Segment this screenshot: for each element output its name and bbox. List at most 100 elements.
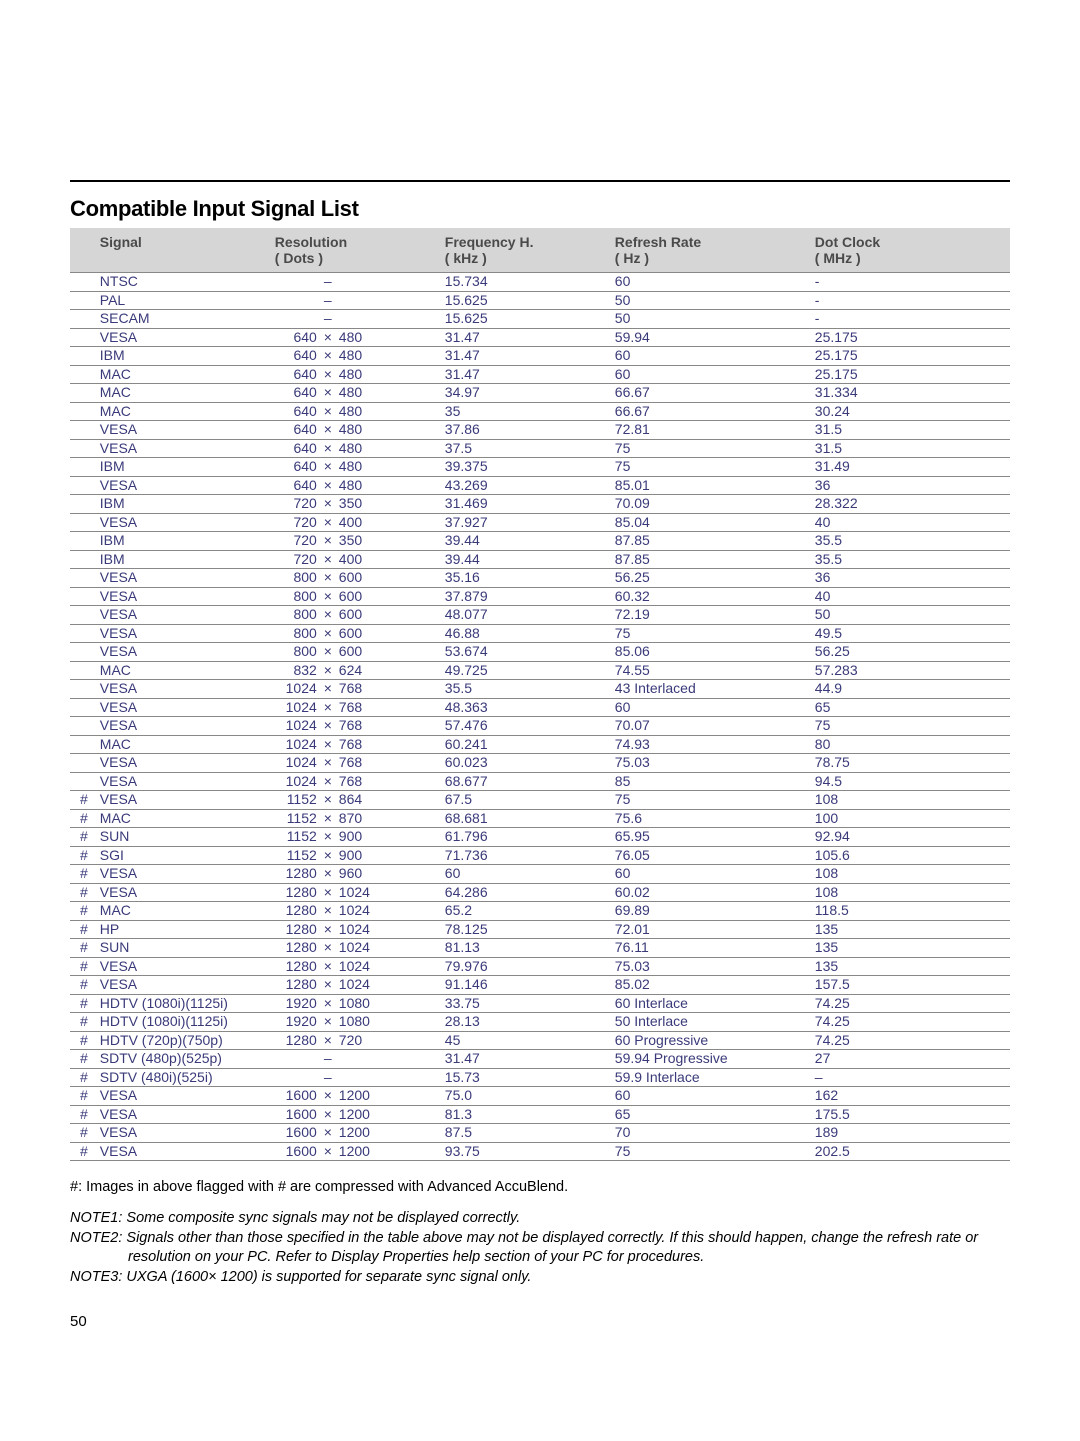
table-row: IBM720×35031.46970.0928.322: [70, 495, 1010, 514]
cell-dotclock: 75: [809, 717, 1010, 736]
cell-frequency: 28.13: [439, 1013, 609, 1032]
table-row: #VESA1280×102491.14685.02157.5: [70, 976, 1010, 995]
table-row: VESA800×60037.87960.3240: [70, 587, 1010, 606]
cell-frequency: 65.2: [439, 902, 609, 921]
col-dotclock: Dot Clock ( MHz ): [809, 228, 1010, 273]
cell-mark: #: [70, 828, 94, 847]
cell-frequency: 48.077: [439, 606, 609, 625]
table-row: #VESA1600×120087.570189: [70, 1124, 1010, 1143]
table-row: IBM640×48039.3757531.49: [70, 458, 1010, 477]
cell-dotclock: 92.94: [809, 828, 1010, 847]
cell-dotclock: 31.49: [809, 458, 1010, 477]
cell-dotclock: -: [809, 291, 1010, 310]
cell-dotclock: 74.25: [809, 994, 1010, 1013]
cell-frequency: 64.286: [439, 883, 609, 902]
cell-signal: VESA: [94, 1142, 269, 1161]
col-freq-label: Frequency H.: [445, 234, 534, 250]
cell-mark: [70, 532, 94, 551]
cell-frequency: 49.725: [439, 661, 609, 680]
cell-refresh: 50 Interlace: [609, 1013, 809, 1032]
cell-dotclock: 74.25: [809, 1013, 1010, 1032]
cell-refresh: 60.02: [609, 883, 809, 902]
cell-mark: [70, 421, 94, 440]
table-header-row: Signal Resolution ( Dots ) Frequency H. …: [70, 228, 1010, 273]
cell-mark: [70, 717, 94, 736]
cell-resolution: –: [269, 291, 439, 310]
cell-frequency: 78.125: [439, 920, 609, 939]
col-res-sub: ( Dots ): [275, 250, 323, 266]
cell-dotclock: 135: [809, 920, 1010, 939]
cell-resolution: 1024×768: [269, 772, 439, 791]
cell-mark: [70, 680, 94, 699]
cell-resolution: 1280×1024: [269, 920, 439, 939]
cell-refresh: 75: [609, 458, 809, 477]
cell-mark: #: [70, 883, 94, 902]
col-signal-label: Signal: [100, 234, 142, 250]
cell-refresh: 60: [609, 347, 809, 366]
cell-frequency: 81.3: [439, 1105, 609, 1124]
cell-mark: [70, 661, 94, 680]
cell-signal: VESA: [94, 791, 269, 810]
table-row: #HP1280×102478.12572.01135: [70, 920, 1010, 939]
cell-refresh: 74.55: [609, 661, 809, 680]
cell-signal: VESA: [94, 754, 269, 773]
col-dc-sub: ( MHz ): [815, 250, 861, 266]
cell-mark: [70, 587, 94, 606]
cell-dotclock: 108: [809, 883, 1010, 902]
cell-refresh: 75.6: [609, 809, 809, 828]
cell-signal: VESA: [94, 439, 269, 458]
table-row: #VESA1600×120093.7575202.5: [70, 1142, 1010, 1161]
cell-mark: #: [70, 920, 94, 939]
cell-dotclock: 49.5: [809, 624, 1010, 643]
cell-mark: [70, 347, 94, 366]
cell-dotclock: 162: [809, 1087, 1010, 1106]
page-title: Compatible Input Signal List: [70, 196, 1010, 222]
cell-mark: [70, 513, 94, 532]
cell-dotclock: 56.25: [809, 643, 1010, 662]
cell-frequency: 71.736: [439, 846, 609, 865]
cell-signal: HDTV (1080i)(1125i): [94, 994, 269, 1013]
table-row: SECAM–15.62550-: [70, 310, 1010, 329]
cell-signal: VESA: [94, 680, 269, 699]
cell-signal: VESA: [94, 717, 269, 736]
cell-signal: SECAM: [94, 310, 269, 329]
cell-refresh: 60 Progressive: [609, 1031, 809, 1050]
cell-signal: IBM: [94, 495, 269, 514]
cell-frequency: 46.88: [439, 624, 609, 643]
cell-dotclock: 25.175: [809, 328, 1010, 347]
cell-resolution: 832×624: [269, 661, 439, 680]
cell-dotclock: 31.334: [809, 384, 1010, 403]
cell-signal: NTSC: [94, 273, 269, 292]
cell-frequency: 33.75: [439, 994, 609, 1013]
cell-resolution: 1280×1024: [269, 902, 439, 921]
cell-resolution: 1024×768: [269, 698, 439, 717]
col-signal: Signal: [94, 228, 269, 273]
cell-frequency: 15.734: [439, 273, 609, 292]
cell-resolution: 1600×1200: [269, 1142, 439, 1161]
cell-mark: #: [70, 1142, 94, 1161]
cell-mark: #: [70, 1031, 94, 1050]
col-mark: [70, 228, 94, 273]
col-freq-sub: ( kHz ): [445, 250, 487, 266]
cell-mark: #: [70, 939, 94, 958]
cell-refresh: 75.03: [609, 957, 809, 976]
cell-frequency: 48.363: [439, 698, 609, 717]
cell-frequency: 35.16: [439, 569, 609, 588]
cell-dotclock: 74.25: [809, 1031, 1010, 1050]
cell-resolution: 1600×1200: [269, 1124, 439, 1143]
cell-refresh: 59.94: [609, 328, 809, 347]
cell-frequency: 15.73: [439, 1068, 609, 1087]
cell-resolution: 1152×870: [269, 809, 439, 828]
cell-frequency: 75.0: [439, 1087, 609, 1106]
cell-resolution: –: [269, 310, 439, 329]
cell-dotclock: 31.5: [809, 439, 1010, 458]
cell-mark: [70, 495, 94, 514]
cell-resolution: 1920×1080: [269, 994, 439, 1013]
col-res-label: Resolution: [275, 234, 347, 250]
cell-mark: #: [70, 1068, 94, 1087]
table-row: VESA720×40037.92785.0440: [70, 513, 1010, 532]
cell-frequency: 34.97: [439, 384, 609, 403]
cell-dotclock: 94.5: [809, 772, 1010, 791]
cell-signal: VESA: [94, 976, 269, 995]
cell-refresh: 60: [609, 365, 809, 384]
